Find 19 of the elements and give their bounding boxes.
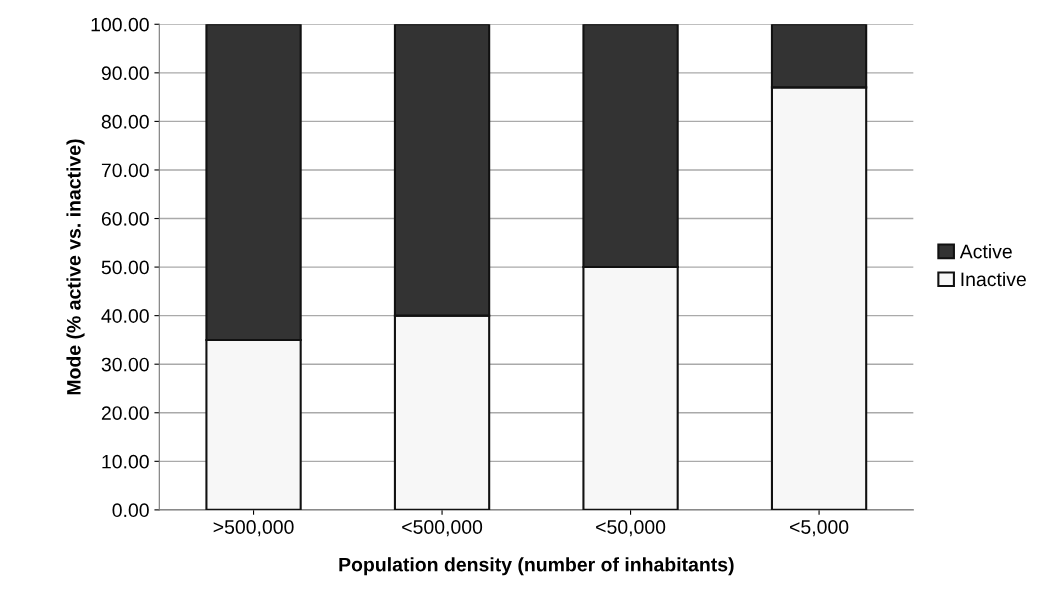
legend-label: Inactive — [961, 271, 1026, 287]
x-tick-label: <50,000 — [596, 520, 666, 537]
y-axis-title: Mode (% active vs. inactive) — [66, 139, 85, 395]
x-tick-label: <5,000 — [790, 520, 849, 537]
y-tick-label: 100.00 — [91, 17, 149, 32]
y-tick-label: 90.00 — [101, 66, 149, 81]
y-tick-label: 20.00 — [101, 406, 149, 420]
y-tick-label: 60.00 — [101, 211, 149, 226]
y-tick-label: 0.00 — [112, 503, 149, 518]
y-tick-label: 70.00 — [101, 163, 149, 178]
x-axis-title: Population density (number of inhabitants) — [339, 557, 734, 576]
y-tick-label: 40.00 — [101, 309, 149, 323]
y-tick-label: 50.00 — [101, 260, 149, 275]
y-tick-label: 30.00 — [101, 357, 149, 372]
legend-label: Active — [959, 244, 1012, 259]
x-tick-label: >500,000 — [213, 520, 294, 537]
y-tick-label: 80.00 — [101, 114, 149, 129]
y-tick-label: 10.00 — [102, 454, 149, 469]
x-tick-label: <500,000 — [402, 520, 483, 537]
